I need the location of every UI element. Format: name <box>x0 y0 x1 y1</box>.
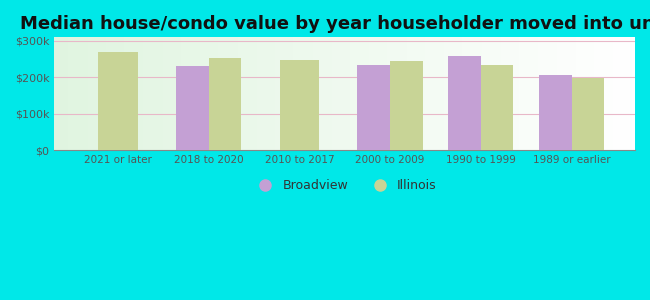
Bar <box>209 58 241 150</box>
Bar <box>571 78 604 150</box>
Title: Median house/condo value by year householder moved into unit: Median house/condo value by year househo… <box>20 15 650 33</box>
Bar <box>539 75 571 150</box>
Bar <box>98 52 138 150</box>
Legend: Broadview, Illinois: Broadview, Illinois <box>246 173 443 198</box>
Bar <box>481 65 514 150</box>
Bar <box>448 56 481 150</box>
Bar <box>176 66 209 150</box>
Bar <box>390 61 422 150</box>
Bar <box>358 65 390 150</box>
Bar <box>280 60 319 150</box>
